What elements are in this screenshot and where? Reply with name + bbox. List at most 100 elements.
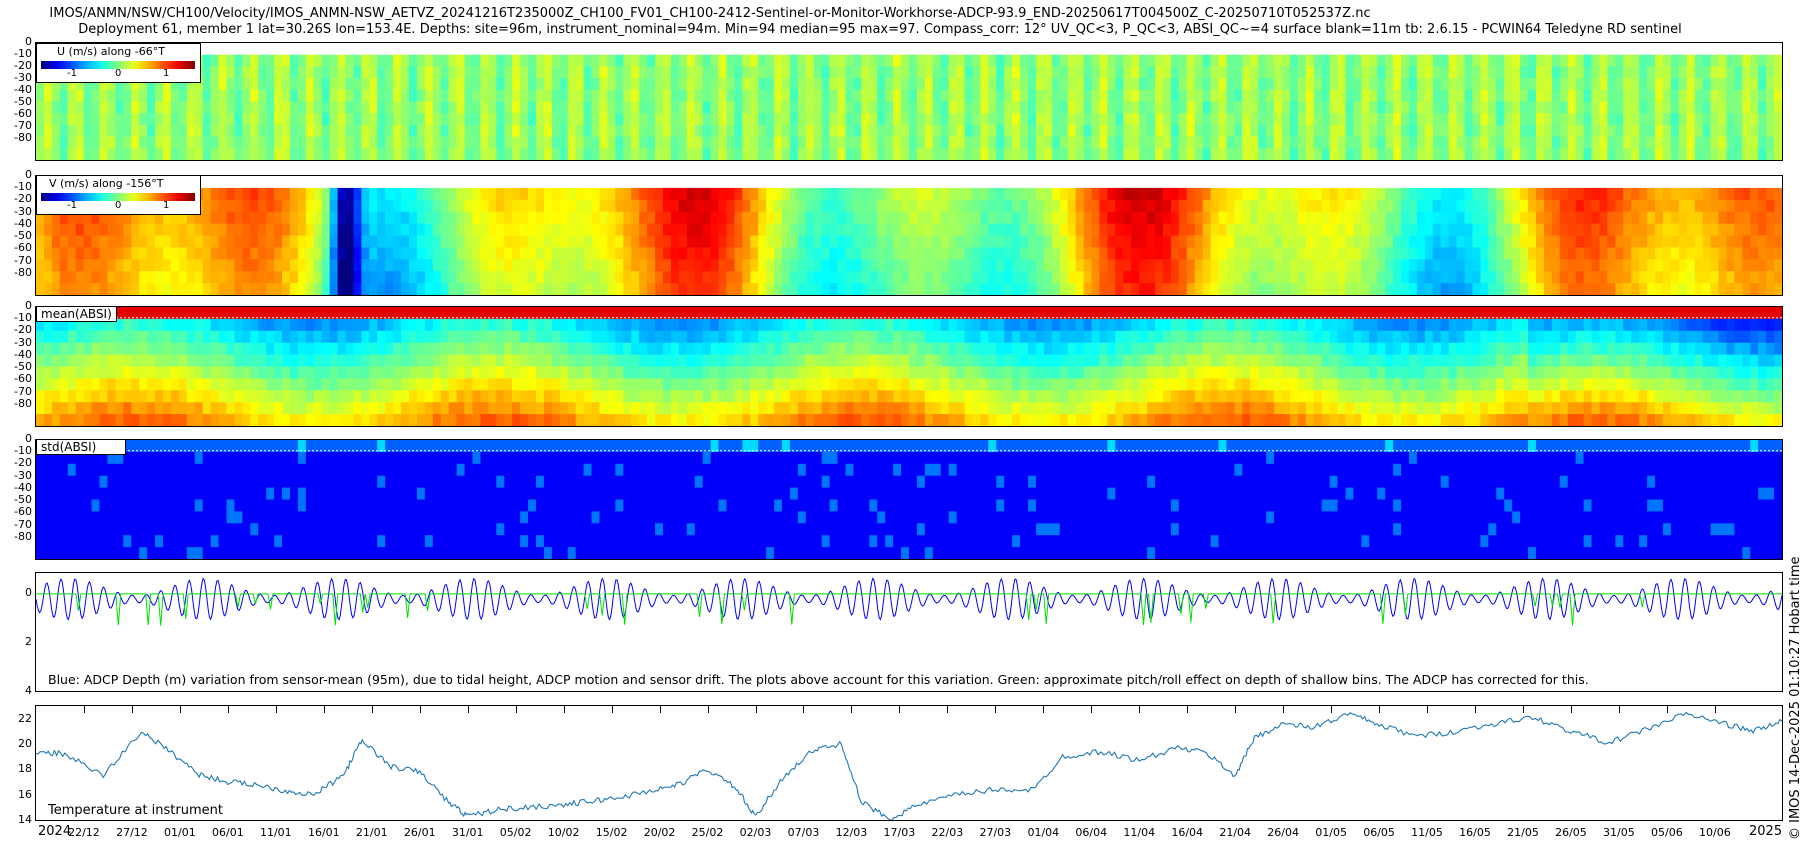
heatmap-cell (1186, 176, 1196, 189)
heatmap-cell (1631, 78, 1640, 91)
heatmap-cell (1559, 101, 1569, 114)
heatmap-cell (329, 330, 339, 344)
heatmap-cell (1480, 187, 1489, 201)
heatmap-cell (242, 78, 251, 91)
heatmap-cell (456, 259, 466, 272)
heatmap-cell (1147, 78, 1156, 91)
heatmap-cell (1107, 271, 1116, 284)
heatmap-cell (464, 318, 474, 332)
heatmap-cell (567, 148, 577, 160)
heatmap-cell (1035, 283, 1045, 295)
heatmap-cell (774, 235, 783, 248)
heatmap-cell (266, 366, 275, 379)
heatmap-cell (258, 318, 267, 332)
heatmap-cell (1424, 124, 1434, 138)
heatmap-cell (456, 124, 466, 138)
heatmap-cell (956, 199, 966, 213)
heatmap-cell (1091, 247, 1101, 260)
heatmap-cell (845, 271, 855, 284)
heatmap-cell (1639, 54, 1648, 67)
heatmap-cell (1305, 136, 1315, 149)
heatmap-cell (670, 176, 680, 189)
heatmap-cell (615, 271, 624, 284)
heatmap-cell (1504, 54, 1513, 67)
heatmap-cell (797, 271, 807, 284)
heatmap-cell (289, 78, 299, 91)
heatmap-cell (496, 66, 505, 79)
heatmap-cell (1575, 89, 1585, 103)
heatmap-cell (1297, 199, 1307, 213)
heatmap-cell (1583, 259, 1593, 272)
heatmap-cell (1758, 43, 1767, 56)
heatmap-cell (1099, 187, 1109, 201)
heatmap-cell (1742, 187, 1751, 201)
heatmap-cell (1432, 235, 1442, 248)
heatmap-cell (393, 89, 402, 103)
heatmap-cell (1591, 271, 1601, 284)
v-colorbar-tick: -1 (67, 200, 77, 211)
heatmap-cell (1091, 43, 1101, 56)
heatmap-cell (789, 271, 799, 284)
heatmap-cell (393, 330, 402, 344)
heatmap-cell (1440, 78, 1450, 91)
heatmap-cell (369, 402, 378, 415)
heatmap-cell (1139, 271, 1148, 284)
heatmap-cell (599, 66, 609, 79)
heatmap-cell (504, 113, 513, 126)
heatmap-cell (1710, 43, 1720, 56)
heatmap-cell (202, 330, 212, 344)
heatmap-cell (766, 223, 775, 237)
heatmap-cell (210, 211, 220, 225)
heatmap-cell (297, 78, 307, 91)
heatmap-cell (591, 43, 601, 56)
heatmap-cell (1472, 124, 1482, 138)
heatmap-cell (274, 283, 283, 295)
heatmap-cell (337, 271, 347, 284)
heatmap-cell (170, 113, 180, 126)
heatmap-cell (424, 330, 434, 344)
heatmap-cell (361, 318, 370, 332)
heatmap-cell (480, 101, 489, 114)
heatmap-cell (305, 342, 315, 356)
heatmap-cell (1083, 199, 1093, 213)
heatmap-cell (559, 113, 569, 126)
heatmap-cell (162, 366, 172, 379)
heatmap-cell (678, 211, 688, 225)
heatmap-cell (170, 271, 180, 284)
heatmap-cell (1091, 223, 1101, 237)
heatmap-cell (964, 113, 974, 126)
heatmap-cell (1369, 89, 1378, 103)
heatmap-cell (59, 354, 69, 368)
heatmap-cell (123, 402, 132, 415)
heatmap-cell (401, 354, 410, 368)
heatmap-cell (202, 307, 212, 320)
heatmap-cell (1075, 43, 1085, 56)
heatmap-cell (1329, 176, 1339, 189)
heatmap-cell (297, 187, 307, 201)
heatmap-cell (996, 235, 1005, 248)
heatmap-cell (583, 78, 593, 91)
heatmap-cell (242, 318, 251, 332)
heatmap-cell (139, 402, 148, 415)
heatmap-cell (972, 54, 982, 67)
heatmap-cell (1678, 271, 1688, 284)
heatmap-cell (535, 101, 545, 114)
heatmap-cell (1305, 247, 1315, 260)
heatmap-cell (416, 113, 426, 126)
heatmap-cell (147, 259, 156, 272)
heatmap-cell (623, 235, 632, 248)
heatmap-cell (1512, 148, 1521, 160)
heatmap-cell (258, 78, 267, 91)
heatmap-cell (1170, 223, 1180, 237)
heatmap-cell (377, 330, 386, 344)
heatmap-cell (305, 199, 315, 213)
heatmap-cell (662, 199, 672, 213)
heatmap-cell (274, 176, 283, 189)
heatmap-cell (1472, 66, 1482, 79)
heatmap-cell (1504, 136, 1513, 149)
heatmap-cell (821, 247, 831, 260)
heatmap-cell (1075, 235, 1085, 248)
heatmap-cell (234, 318, 243, 332)
heatmap-cell (1662, 211, 1672, 225)
heatmap-cell (282, 354, 291, 368)
